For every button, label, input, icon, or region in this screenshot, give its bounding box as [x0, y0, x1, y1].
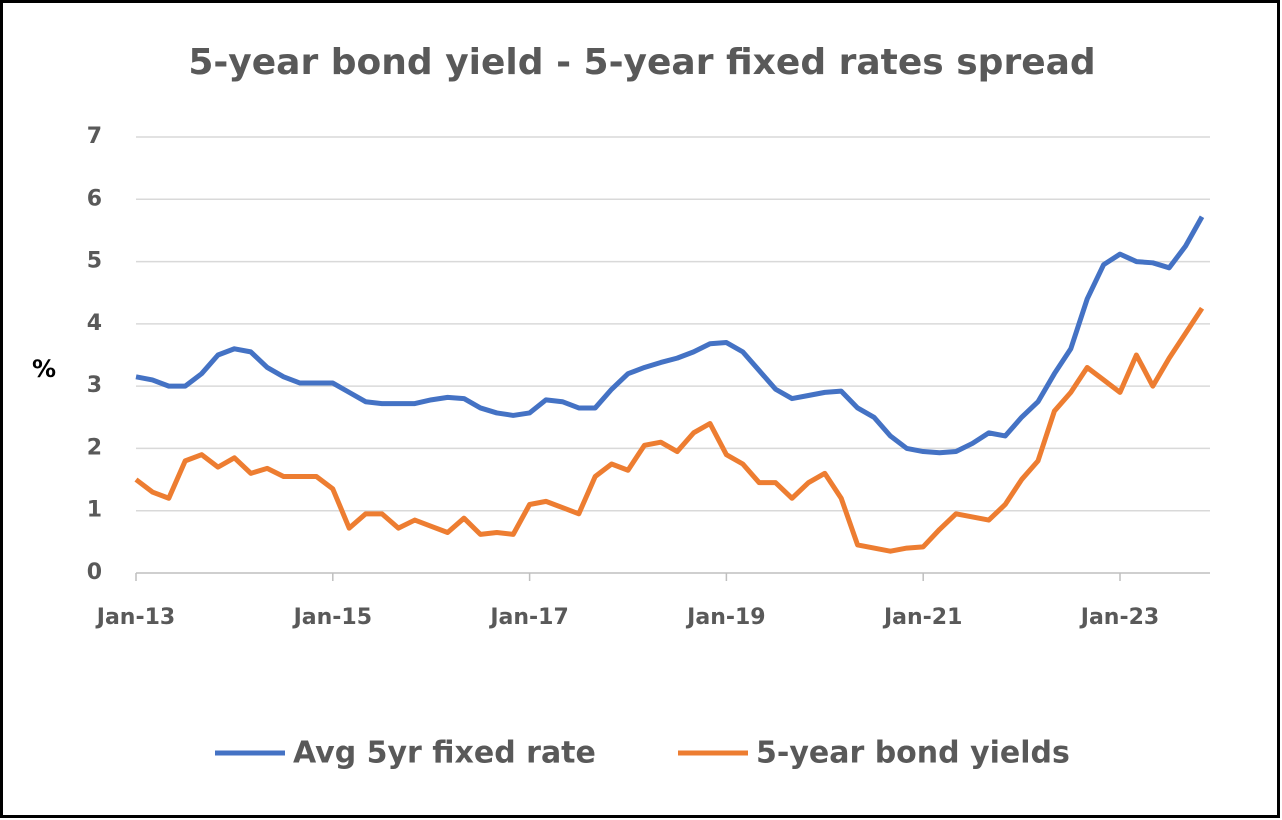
y-tick-label: 1: [87, 498, 102, 523]
y-tick-label: 0: [87, 560, 102, 585]
x-tick-label: Jan-23: [1079, 605, 1159, 630]
y-axis-label: %: [32, 355, 56, 383]
y-tick-label: 4: [87, 311, 102, 336]
x-tick-label: Jan-13: [95, 605, 175, 630]
x-tick-label: Jan-19: [685, 605, 765, 630]
y-tick-label: 5: [87, 249, 102, 274]
y-tick-label: 2: [87, 435, 102, 460]
legend-label: 5-year bond yields: [756, 736, 1070, 771]
y-tick-label: 7: [87, 124, 102, 149]
series-line: [135, 215, 1205, 456]
y-tick-label: 6: [87, 186, 102, 211]
x-tick-label: Jan-15: [292, 605, 372, 630]
x-tick-label: Jan-21: [882, 605, 962, 630]
series-line: [134, 306, 1205, 554]
x-tick-label: Jan-17: [488, 605, 568, 630]
legend-label: Avg 5yr fixed rate: [293, 736, 596, 771]
y-tick-label: 3: [87, 373, 102, 398]
chart-title: 5-year bond yield - 5-year fixed rates s…: [188, 42, 1095, 83]
